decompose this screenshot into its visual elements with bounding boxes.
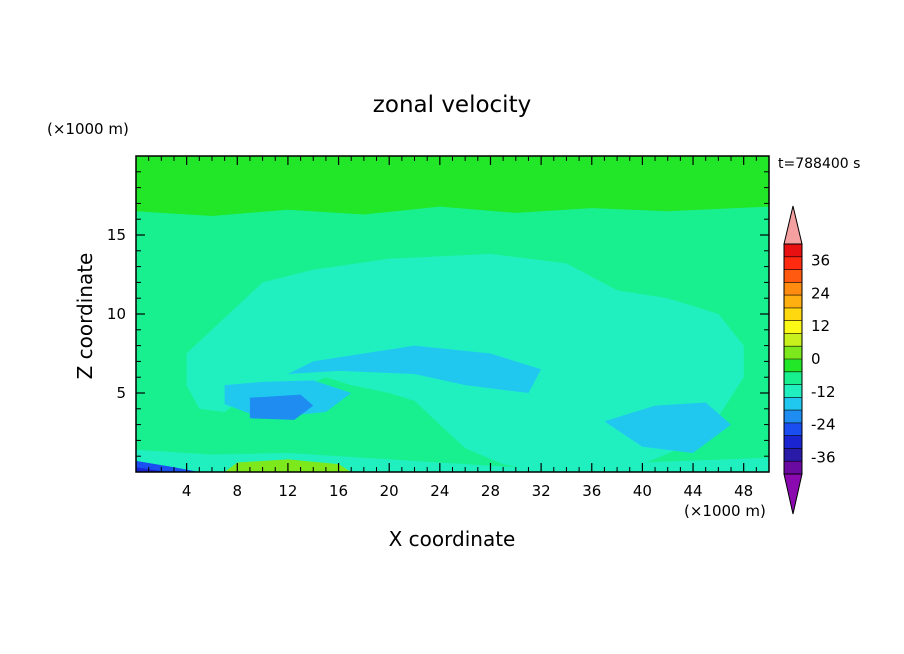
- colorbar-swatch: [784, 410, 802, 424]
- x-tick-label: 12: [278, 482, 297, 500]
- colorbar: 36 24 12 0 -12 -24 -36: [783, 205, 836, 515]
- y-unit-label: (×1000 m): [47, 120, 129, 138]
- chart-title: zonal velocity: [373, 92, 531, 118]
- colorbar-label: -24: [811, 416, 836, 434]
- colorbar-swatch: [784, 282, 802, 296]
- x-tick-label: 36: [582, 482, 601, 500]
- x-tick-label: 48: [734, 482, 753, 500]
- colorbar-swatch: [784, 256, 802, 270]
- contour-region: [136, 467, 168, 472]
- x-tick-label: 8: [233, 482, 243, 500]
- colorbar-swatch: [784, 359, 802, 373]
- colorbar-label: -12: [811, 383, 836, 401]
- colorbar-swatch: [784, 448, 802, 462]
- colorbar-over-triangle: [783, 205, 803, 245]
- y-tick-label: 10: [107, 305, 126, 323]
- contour-region: [186, 178, 339, 191]
- x-tick-label: 28: [481, 482, 500, 500]
- time-label: t=788400 s: [778, 156, 860, 172]
- velocity-contour-field: [136, 156, 769, 472]
- colorbar-swatch: [784, 244, 802, 258]
- contour-region: [136, 156, 769, 216]
- colorbar-under-triangle: [783, 473, 803, 515]
- x-tick-label: 4: [182, 482, 192, 500]
- colorbar-swatch: [784, 435, 802, 449]
- y-tick-label: 15: [107, 226, 126, 244]
- y-tick-label: 5: [116, 384, 126, 402]
- colorbar-swatch: [784, 422, 802, 436]
- colorbar-swatch: [784, 269, 802, 283]
- x-tick-label: 44: [683, 482, 702, 500]
- contour-region: [313, 157, 643, 179]
- contour-region: [136, 460, 200, 472]
- x-unit-label: (×1000 m): [684, 502, 766, 520]
- colorbar-swatch: [784, 333, 802, 347]
- colorbar-label: -36: [811, 449, 836, 467]
- colorbar-swatch: [784, 371, 802, 385]
- contour-region: [604, 402, 731, 453]
- contour-region: [389, 400, 453, 441]
- x-tick-label: 40: [633, 482, 652, 500]
- x-tick-label: 16: [329, 482, 348, 500]
- contour-region: [287, 345, 542, 393]
- colorbar-swatch: [784, 307, 802, 321]
- colorbar-label: 24: [811, 284, 830, 302]
- colorbar-label: 12: [811, 317, 830, 335]
- colorbar-swatch: [784, 346, 802, 360]
- colorbar-swatch: [784, 384, 802, 398]
- colorbar-label: 36: [811, 251, 830, 269]
- colorbar-swatch: [784, 461, 802, 475]
- contour-region: [249, 394, 314, 420]
- colorbar-swatch: [784, 320, 802, 334]
- colorbar-swatch: [784, 295, 802, 309]
- colorbar-swatch: [784, 397, 802, 411]
- x-axis-label: X coordinate: [389, 527, 516, 551]
- x-tick-label: 20: [380, 482, 399, 500]
- x-tick-label: 24: [430, 482, 449, 500]
- colorbar-label: 0: [811, 350, 821, 368]
- y-axis-label: Z coordinate: [73, 253, 97, 380]
- x-tick-label: 32: [532, 482, 551, 500]
